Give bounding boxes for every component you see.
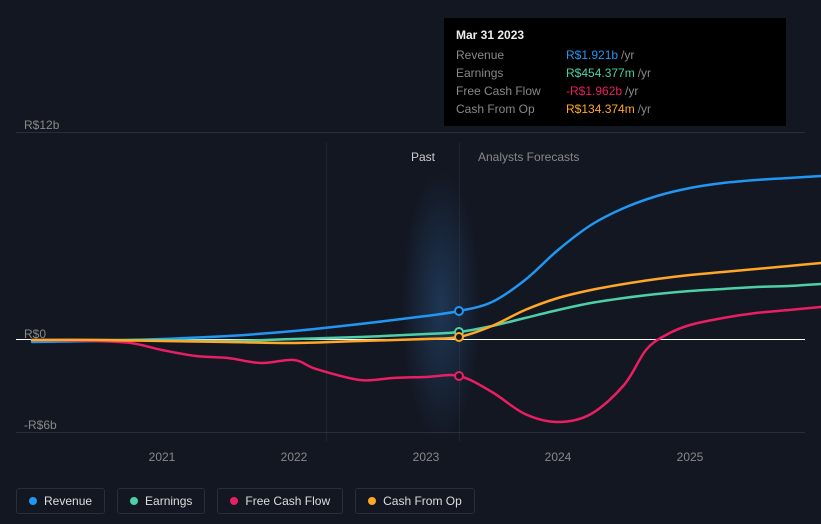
- tooltip: Mar 31 2023 RevenueR$1.921b/yrEarningsR$…: [444, 18, 786, 126]
- tooltip-row: EarningsR$454.377m/yr: [456, 64, 774, 82]
- tooltip-row-unit: /yr: [638, 102, 651, 116]
- legend-item-label: Free Cash Flow: [245, 494, 330, 508]
- tooltip-row-value: R$1.921b: [566, 48, 618, 62]
- legend-dot-icon: [130, 497, 138, 505]
- tooltip-row: RevenueR$1.921b/yr: [456, 46, 774, 64]
- legend-item-cfo[interactable]: Cash From Op: [355, 488, 475, 514]
- x-tick-label: 2023: [413, 450, 440, 464]
- x-tick-label: 2022: [281, 450, 308, 464]
- series-revenue: [32, 176, 821, 342]
- tooltip-row-unit: /yr: [625, 84, 638, 98]
- x-tick-label: 2024: [545, 450, 572, 464]
- legend-item-label: Cash From Op: [383, 494, 462, 508]
- tooltip-row: Cash From OpR$134.374m/yr: [456, 100, 774, 118]
- legend-item-label: Earnings: [145, 494, 192, 508]
- legend-dot-icon: [230, 497, 238, 505]
- legend-item-earnings[interactable]: Earnings: [117, 488, 205, 514]
- legend: Revenue Earnings Free Cash Flow Cash From O…: [16, 488, 475, 514]
- tooltip-row-label: Free Cash Flow: [456, 82, 566, 100]
- legend-item-label: Revenue: [44, 494, 92, 508]
- tooltip-row-value: -R$1.962b: [566, 84, 622, 98]
- series-cfo: [32, 263, 821, 343]
- legend-dot-icon: [368, 497, 376, 505]
- tooltip-row-label: Revenue: [456, 46, 566, 64]
- tooltip-row-value: R$134.374m: [566, 102, 635, 116]
- tooltip-row-value: R$454.377m: [566, 66, 635, 80]
- tooltip-date: Mar 31 2023: [456, 26, 774, 44]
- marker-fcf: [455, 372, 463, 380]
- tooltip-row-label: Earnings: [456, 64, 566, 82]
- tooltip-row-label: Cash From Op: [456, 100, 566, 118]
- series-earnings: [32, 284, 821, 341]
- tooltip-row-unit: /yr: [638, 66, 651, 80]
- series-fcf: [32, 307, 821, 422]
- tooltip-row: Free Cash Flow-R$1.962b/yr: [456, 82, 774, 100]
- x-tick-label: 2025: [677, 450, 704, 464]
- x-tick-label: 2021: [149, 450, 176, 464]
- tooltip-row-unit: /yr: [621, 48, 634, 62]
- legend-item-revenue[interactable]: Revenue: [16, 488, 105, 514]
- marker-revenue: [455, 307, 463, 315]
- legend-dot-icon: [29, 497, 37, 505]
- marker-cfo: [455, 333, 463, 341]
- legend-item-fcf[interactable]: Free Cash Flow: [217, 488, 343, 514]
